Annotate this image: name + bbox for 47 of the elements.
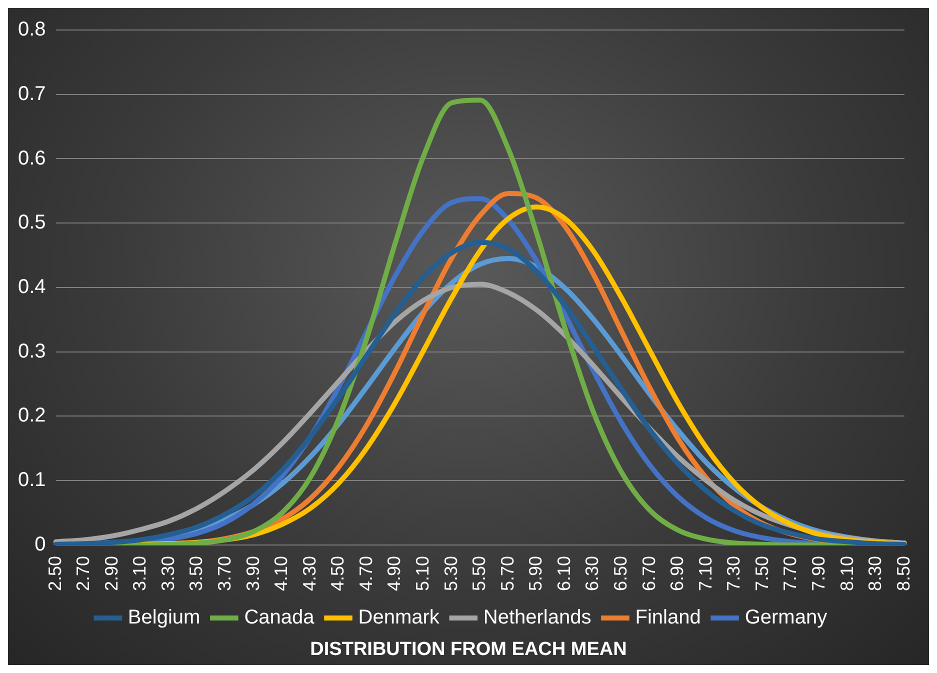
x-tick-label: 5.50 — [469, 556, 490, 592]
x-tick-label: 7.30 — [724, 556, 744, 592]
x-tick-label: 7.50 — [752, 556, 772, 592]
x-tick-label: 3.10 — [130, 556, 150, 592]
legend-label: Netherlands — [483, 606, 592, 629]
y-tick-label: 0.5 — [18, 212, 46, 234]
x-tick-label: 3.30 — [158, 556, 178, 592]
y-tick-label: 0 — [34, 533, 46, 556]
x-tick-label: 6.70 — [638, 556, 659, 592]
x-tick-label: 4.30 — [299, 556, 320, 592]
x-tick-label: 4.70 — [356, 556, 376, 592]
x-tick-label: 3.90 — [242, 556, 263, 592]
y-tick-label: 0.4 — [18, 276, 46, 298]
x-tick-label: 7.10 — [695, 556, 716, 592]
x-tick-label: 5.10 — [412, 556, 432, 592]
x-tick-label: 3.70 — [214, 556, 234, 592]
text: DISTRIBUTION FROM EACH MEAN — [309, 638, 628, 662]
x-tick-label: 3.50 — [186, 556, 206, 592]
x-tick-label: 5.70 — [497, 556, 518, 592]
x-tick-label: 6.10 — [554, 556, 574, 592]
legend-label: Denmark — [358, 606, 440, 629]
x-tick-label: 4.90 — [384, 556, 404, 592]
x-tick-label: 2.90 — [101, 556, 122, 592]
x-tick-label: 8.10 — [836, 556, 857, 592]
x-tick-label: 5.30 — [440, 556, 461, 592]
x-tick-label: 4.50 — [328, 556, 348, 592]
legend-label: Canada — [244, 606, 316, 629]
x-tick-label: 2.70 — [73, 556, 94, 592]
x-tick-label: 6.90 — [667, 556, 688, 592]
y-tick-label: 0.1 — [18, 469, 46, 492]
x-tick-label: 7.70 — [780, 556, 800, 592]
y-tick-label: 0.6 — [18, 147, 46, 170]
y-tick-label: 0.8 — [18, 18, 46, 41]
x-tick-label: 7.90 — [808, 556, 829, 592]
x-tick-label: 6.50 — [610, 556, 631, 592]
y-tick-label: 0.2 — [18, 404, 46, 427]
x-tick-label: 4.10 — [271, 556, 292, 592]
legend-label: Belgium — [128, 606, 200, 629]
legend-label: Finland — [635, 606, 701, 629]
legend-label: Germany — [744, 606, 828, 629]
x-tick-label: 6.30 — [582, 556, 602, 592]
y-tick-label: 0.3 — [18, 340, 46, 362]
x-tick-label: 8.30 — [865, 556, 886, 592]
x-tick-label: 2.50 — [44, 556, 65, 592]
x-tick-label: 8.50 — [893, 556, 914, 592]
y-tick-label: 0.7 — [18, 82, 46, 105]
x-tick-label: 5.90 — [526, 556, 546, 592]
